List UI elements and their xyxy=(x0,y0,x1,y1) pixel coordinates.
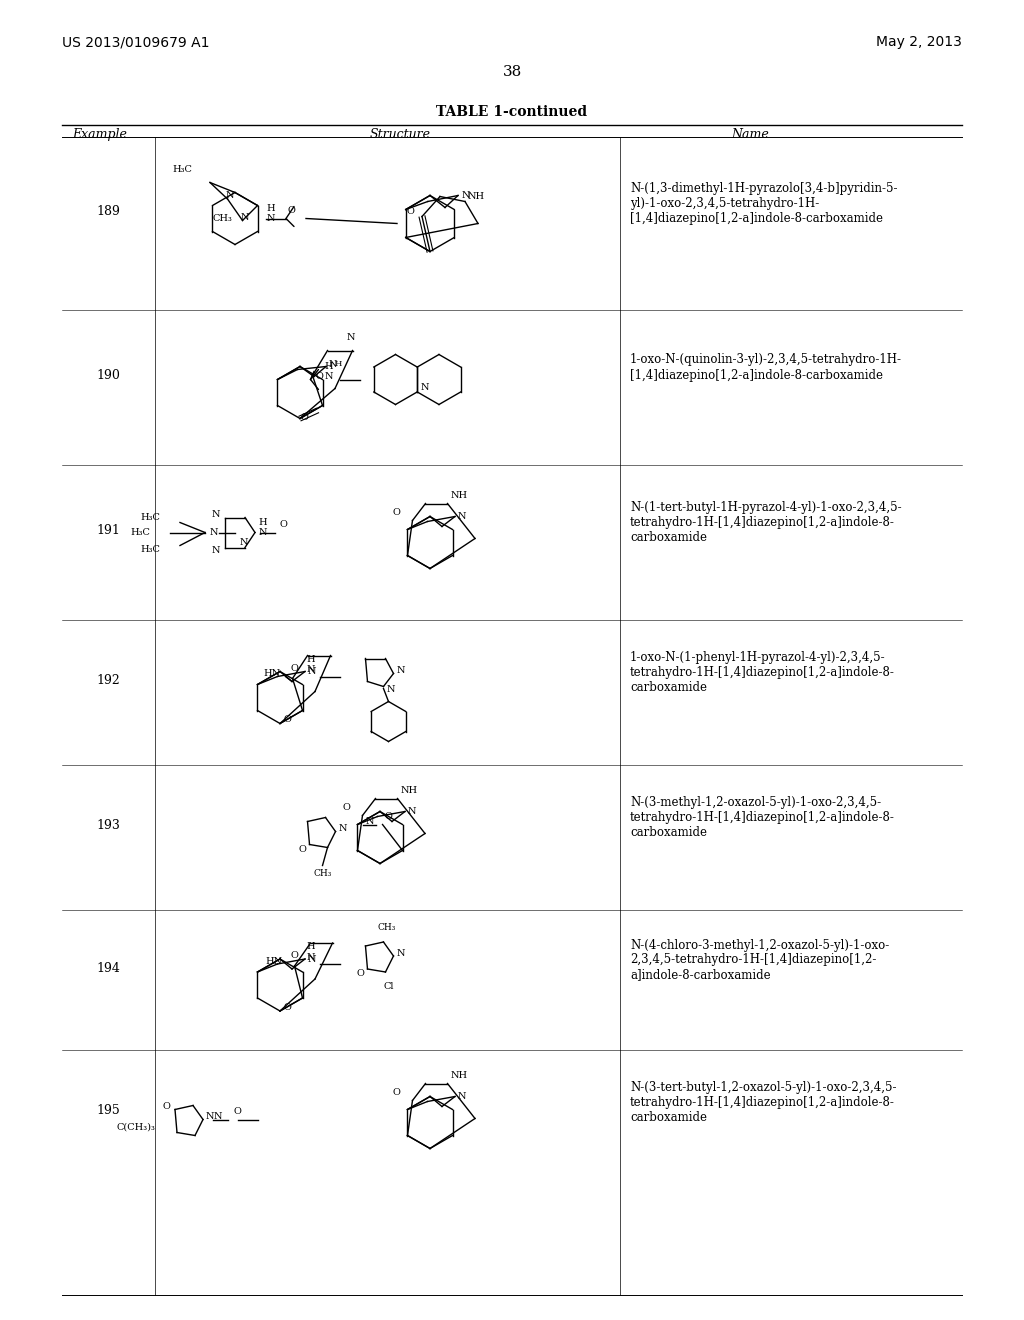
Text: N: N xyxy=(420,383,429,392)
Text: N-(3-tert-butyl-1,2-oxazol-5-yl)-1-oxo-2,3,4,5-
tetrahydro-1H-[1,4]diazepino[1,2: N-(3-tert-butyl-1,2-oxazol-5-yl)-1-oxo-2… xyxy=(630,1081,896,1125)
Text: O: O xyxy=(343,803,350,812)
Text: N-(1-tert-butyl-1H-pyrazol-4-yl)-1-oxo-2,3,4,5-
tetrahydro-1H-[1,4]diazepino[1,2: N-(1-tert-butyl-1H-pyrazol-4-yl)-1-oxo-2… xyxy=(630,502,901,544)
Text: N: N xyxy=(396,949,404,957)
Text: N: N xyxy=(225,190,233,199)
Text: N: N xyxy=(366,817,374,826)
Text: N: N xyxy=(212,546,220,554)
Text: NH: NH xyxy=(451,491,468,500)
Text: H₃C: H₃C xyxy=(172,165,193,174)
Text: 193: 193 xyxy=(96,818,120,832)
Text: O: O xyxy=(291,952,298,961)
Text: N: N xyxy=(386,685,395,694)
Text: O: O xyxy=(284,715,292,725)
Text: NH: NH xyxy=(400,785,418,795)
Text: N: N xyxy=(210,528,218,537)
Text: 194: 194 xyxy=(96,961,120,974)
Text: HN: HN xyxy=(263,669,281,678)
Text: N: N xyxy=(329,360,338,370)
Text: H
N: H N xyxy=(306,655,314,675)
Text: N-(4-chloro-3-methyl-1,2-oxazol-5-yl)-1-oxo-
2,3,4,5-tetrahydro-1H-[1,4]diazepin: N-(4-chloro-3-methyl-1,2-oxazol-5-yl)-1-… xyxy=(630,939,889,982)
Text: H
N: H N xyxy=(266,203,275,223)
Text: O: O xyxy=(233,1107,241,1115)
Text: 189: 189 xyxy=(96,205,120,218)
Text: N: N xyxy=(206,1111,214,1121)
Text: N: N xyxy=(241,213,249,222)
Text: N: N xyxy=(308,667,316,676)
Text: O: O xyxy=(301,413,308,422)
Text: O: O xyxy=(284,1003,292,1012)
Text: 191: 191 xyxy=(96,524,120,537)
Text: Example: Example xyxy=(73,128,127,141)
Text: HN: HN xyxy=(265,957,283,965)
Text: N: N xyxy=(458,1092,467,1101)
Text: N-(1,3-dimethyl-1H-pyrazolo[3,4-b]pyridin-5-
yl)-1-oxo-2,3,4,5-tetrahydro-1H-
[1: N-(1,3-dimethyl-1H-pyrazolo[3,4-b]pyridi… xyxy=(630,182,897,224)
Text: N: N xyxy=(240,539,249,546)
Text: O: O xyxy=(280,520,288,529)
Text: N: N xyxy=(346,334,354,342)
Text: Name: Name xyxy=(731,128,769,141)
Text: 1-oxo-N-(quinolin-3-yl)-2,3,4,5-tetrahydro-1H-
[1,4]diazepino[1,2-a]indole-8-car: 1-oxo-N-(quinolin-3-yl)-2,3,4,5-tetrahyd… xyxy=(630,354,902,381)
Text: N: N xyxy=(308,954,316,964)
Text: CH₃: CH₃ xyxy=(377,923,395,932)
Text: N-(3-methyl-1,2-oxazol-5-yl)-1-oxo-2,3,4,5-
tetrahydro-1H-[1,4]diazepino[1,2-a]i: N-(3-methyl-1,2-oxazol-5-yl)-1-oxo-2,3,4… xyxy=(630,796,895,840)
Text: N: N xyxy=(458,512,467,521)
Text: O: O xyxy=(392,1088,400,1097)
Text: NH: NH xyxy=(468,191,485,201)
Text: 192: 192 xyxy=(96,675,120,686)
Text: Structure: Structure xyxy=(370,128,430,141)
Text: May 2, 2013: May 2, 2013 xyxy=(877,36,962,49)
Text: H
N: H N xyxy=(325,362,333,381)
Text: H
N: H N xyxy=(259,517,267,537)
Text: TABLE 1-continued: TABLE 1-continued xyxy=(436,106,588,119)
Text: N: N xyxy=(214,1111,222,1121)
Text: H₃C: H₃C xyxy=(130,528,150,537)
Text: O: O xyxy=(162,1102,170,1111)
Text: H
N: H N xyxy=(306,942,314,962)
Text: Cl: Cl xyxy=(383,982,394,991)
Text: N: N xyxy=(396,667,404,675)
Text: O: O xyxy=(291,664,298,673)
Text: US 2013/0109679 A1: US 2013/0109679 A1 xyxy=(62,36,210,49)
Text: CH₃: CH₃ xyxy=(213,214,232,223)
Text: C(CH₃)₃: C(CH₃)₃ xyxy=(116,1123,155,1133)
Text: O: O xyxy=(385,812,392,821)
Text: 1-oxo-N-(1-phenyl-1H-pyrazol-4-yl)-2,3,4,5-
tetrahydro-1H-[1,4]diazepino[1,2-a]i: 1-oxo-N-(1-phenyl-1H-pyrazol-4-yl)-2,3,4… xyxy=(630,651,895,694)
Text: H₃C: H₃C xyxy=(140,545,160,554)
Text: 38: 38 xyxy=(503,65,521,79)
Text: 195: 195 xyxy=(96,1104,120,1117)
Text: N: N xyxy=(339,824,347,833)
Text: H: H xyxy=(335,360,342,368)
Text: N: N xyxy=(408,807,417,816)
Text: O: O xyxy=(287,206,295,215)
Text: O: O xyxy=(392,508,400,517)
Text: N: N xyxy=(212,510,220,519)
Text: 190: 190 xyxy=(96,370,120,381)
Text: O: O xyxy=(407,207,414,216)
Text: NH: NH xyxy=(451,1071,468,1080)
Text: H₃C: H₃C xyxy=(140,513,160,521)
Text: N: N xyxy=(462,191,470,201)
Text: O: O xyxy=(356,969,365,978)
Text: O: O xyxy=(315,372,324,381)
Text: O: O xyxy=(299,845,306,854)
Text: CH₃: CH₃ xyxy=(313,870,332,879)
